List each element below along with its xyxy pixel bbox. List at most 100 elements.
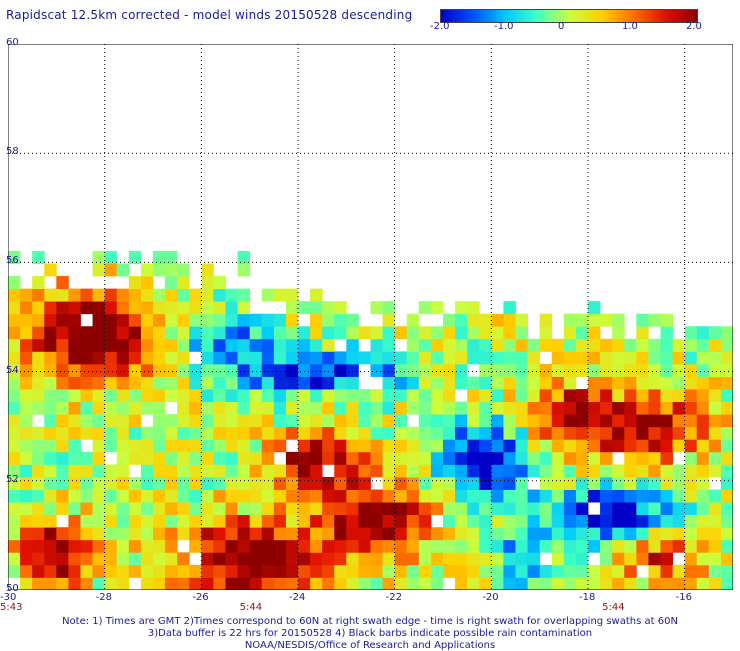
heatmap-cell (406, 363, 420, 377)
heatmap-cell (430, 326, 444, 340)
heatmap-cell (177, 351, 190, 365)
heatmap-cell (527, 439, 541, 453)
heatmap-cell (406, 564, 420, 578)
heatmap-cell (32, 489, 45, 503)
heatmap-cell (563, 514, 577, 528)
heatmap-cell (140, 301, 154, 315)
heatmap-cell (660, 414, 673, 428)
heatmap-cell (467, 464, 480, 478)
heatmap-cell (104, 250, 118, 264)
heatmap-cell (201, 514, 214, 528)
heatmap-cell (600, 577, 613, 590)
heatmap-cell (406, 439, 420, 453)
heatmap-cell (636, 539, 649, 553)
heatmap-cell (8, 250, 21, 264)
heatmap-cell (237, 514, 251, 528)
heatmap-cell (237, 426, 251, 440)
heatmap-cell (213, 464, 226, 478)
heatmap-cell (237, 527, 251, 541)
heatmap-cell (44, 552, 57, 566)
heatmap-cell (237, 263, 251, 277)
heatmap-cell (708, 414, 722, 428)
heatmap-cell (322, 326, 335, 340)
heatmap-cell (406, 552, 420, 566)
heatmap-cell (455, 363, 468, 377)
heatmap-cell (418, 301, 432, 315)
heatmap-cell (153, 514, 166, 528)
heatmap-cell (636, 401, 649, 415)
heatmap-cell (32, 564, 45, 578)
heatmap-cell (443, 401, 456, 415)
heatmap-cell (140, 527, 154, 541)
heatmap-cell (261, 451, 275, 465)
heatmap-cell (455, 564, 468, 578)
heatmap-cell (696, 577, 710, 590)
heatmap-cell (418, 577, 432, 590)
heatmap-cell (80, 288, 93, 302)
heatmap-cell (491, 338, 504, 352)
heatmap-cell (346, 476, 359, 490)
heatmap-cell (551, 451, 565, 465)
heatmap-cell (491, 376, 504, 390)
heatmap-cell (455, 577, 468, 590)
heatmap-cell (104, 351, 118, 365)
heatmap-cell (358, 577, 371, 590)
heatmap-cell (648, 539, 661, 553)
heatmap-cell (201, 552, 214, 566)
heatmap-cell (394, 539, 408, 553)
heatmap-cell (636, 502, 649, 516)
heatmap-cell (491, 564, 504, 578)
heatmap-cell (116, 389, 130, 403)
heatmap-cell (116, 577, 130, 590)
heatmap-cell (225, 476, 238, 490)
heatmap-cell (515, 502, 528, 516)
heatmap-cell (56, 363, 69, 377)
heatmap-cell (322, 313, 335, 327)
heatmap-cell (213, 389, 226, 403)
heatmap-cell (334, 363, 347, 377)
heatmap-cell (720, 489, 733, 503)
heatmap-cell (551, 401, 565, 415)
heatmap-cell (588, 527, 601, 541)
heatmap-cell (249, 514, 263, 528)
heatmap-cell (68, 426, 81, 440)
heatmap-cell (720, 326, 733, 340)
heatmap-cell (491, 476, 504, 490)
heatmap-cell (298, 426, 311, 440)
heatmap-cell (334, 376, 347, 390)
heatmap-cell (273, 464, 287, 478)
heatmap-cell (575, 577, 589, 590)
heatmap-cell (515, 514, 528, 528)
heatmap-cell (600, 401, 613, 415)
heatmap-cell (648, 577, 661, 590)
heatmap-cell (285, 389, 299, 403)
heatmap-cell (104, 464, 118, 478)
heatmap-cell (684, 502, 698, 516)
heatmap-cell (68, 464, 81, 478)
heatmap-cell (56, 414, 69, 428)
heatmap-cell (273, 527, 287, 541)
heatmap-cell (394, 464, 408, 478)
heatmap-cell (491, 539, 504, 553)
heatmap-cell (298, 363, 311, 377)
heatmap-cell (527, 539, 541, 553)
heatmap-cell (612, 476, 625, 490)
heatmap-cell (8, 401, 21, 415)
heatmap-cell (563, 476, 577, 490)
heatmap-cell (273, 376, 287, 390)
heatmap-cell (612, 313, 625, 327)
heatmap-cell (648, 464, 661, 478)
heatmap-cell (140, 539, 154, 553)
heatmap-cell (455, 476, 468, 490)
heatmap-cell (479, 439, 492, 453)
heatmap-cell (648, 439, 661, 453)
heatmap-cell (322, 301, 335, 315)
heatmap-cell (322, 552, 335, 566)
heatmap-cell (672, 577, 686, 590)
heatmap-cell (672, 426, 686, 440)
heatmap-cell (44, 389, 57, 403)
heatmap-cell (455, 502, 468, 516)
heatmap-cell (551, 414, 565, 428)
heatmap-cell (672, 539, 686, 553)
heatmap-cell (273, 351, 287, 365)
